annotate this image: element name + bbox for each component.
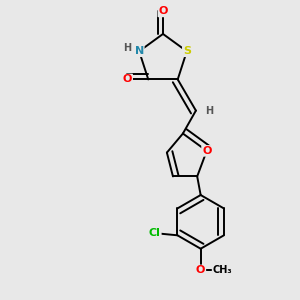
Text: O: O xyxy=(158,6,168,16)
Text: N: N xyxy=(134,46,144,56)
Text: H: H xyxy=(205,106,213,116)
Text: CH₃: CH₃ xyxy=(212,266,232,275)
Text: O: O xyxy=(202,146,211,156)
Text: H: H xyxy=(123,43,131,53)
Text: S: S xyxy=(183,46,191,56)
Text: O: O xyxy=(196,266,205,275)
Text: Cl: Cl xyxy=(149,228,161,238)
Text: O: O xyxy=(123,74,132,84)
